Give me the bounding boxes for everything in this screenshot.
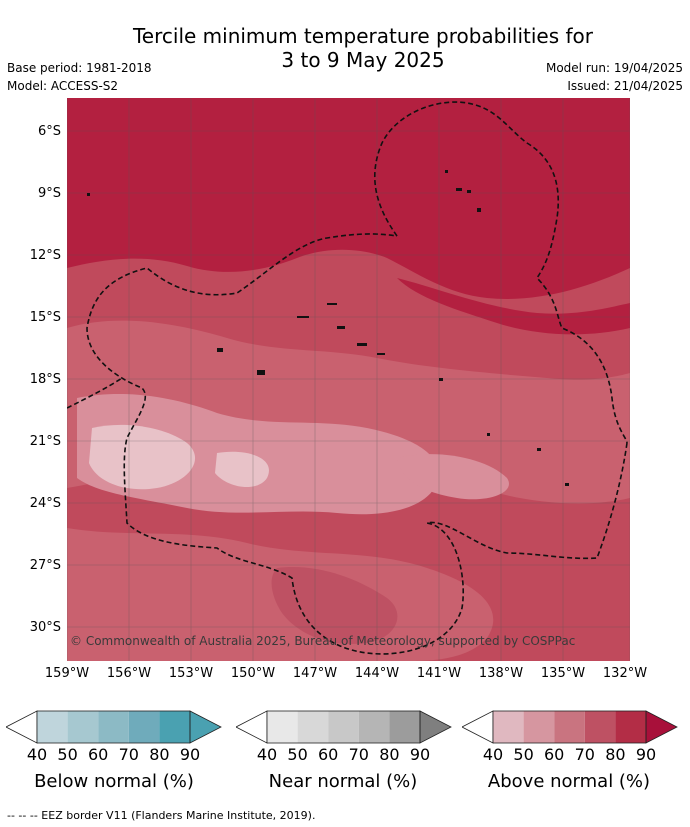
map-title: Tercile minimum temperature probabilitie… (0, 24, 690, 72)
probability-map (67, 98, 630, 661)
copyright-notice: © Commonwealth of Australia 2025, Bureau… (70, 634, 576, 648)
tick: 40 (482, 745, 504, 764)
lon-label: 150°W (230, 666, 276, 681)
eez-marquesas (374, 101, 628, 444)
base-period: Base period: 1981-2018 (7, 61, 152, 75)
tick: 80 (605, 745, 626, 764)
eez-west (67, 377, 123, 409)
lon-label: 159°W (44, 666, 90, 681)
tick: 40 (256, 745, 278, 764)
colorbar-above-label: Above normal (%) (487, 771, 651, 792)
colorbar-near (236, 710, 452, 744)
eez-french-polynesia (86, 233, 628, 655)
title-line-2: 3 to 9 May 2025 (281, 48, 445, 72)
meta-left: Base period: 1981-2018 Model: ACCESS-S2 (7, 59, 152, 95)
zone-very-high-2 (397, 278, 630, 335)
tick: 70 (118, 745, 139, 764)
eez-borders (67, 101, 628, 655)
meta-right: Model run: 19/04/2025 Issued: 21/04/2025 (546, 59, 683, 95)
lat-label: 12°S (29, 248, 61, 263)
tick: 80 (379, 745, 400, 764)
tick: 60 (88, 745, 109, 764)
zone-low-2 (215, 451, 269, 488)
colorbar-below-graphic (6, 710, 222, 744)
lat-label: 21°S (29, 434, 61, 449)
tick: 90 (179, 745, 201, 764)
lon-label: 135°W (540, 666, 586, 681)
tick: 70 (348, 745, 369, 764)
lat-label: 18°S (29, 372, 61, 387)
tick: 60 (544, 745, 565, 764)
lon-label: 156°W (106, 666, 152, 681)
lat-label: 6°S (37, 124, 61, 139)
lat-label: 9°S (37, 186, 61, 201)
tick: 90 (409, 745, 431, 764)
lon-label: 141°W (416, 666, 462, 681)
colorbar-above-graphic (462, 710, 678, 744)
lon-label: 147°W (292, 666, 338, 681)
tick: 90 (635, 745, 657, 764)
tick: 50 (513, 745, 534, 764)
lat-label: 30°S (29, 620, 61, 635)
islands (87, 170, 569, 486)
tick: 60 (318, 745, 339, 764)
tick: 80 (149, 745, 170, 764)
model-name: Model: ACCESS-S2 (7, 79, 119, 93)
tick: 50 (287, 745, 308, 764)
gridlines (67, 98, 630, 661)
colorbar-above (462, 710, 678, 744)
tick: 70 (574, 745, 595, 764)
lat-label: 27°S (29, 558, 61, 573)
zone-very-high (67, 98, 630, 299)
colorbar-below-label: Below normal (%) (34, 771, 194, 792)
model-run: Model run: 19/04/2025 (545, 61, 683, 75)
colorbar-near-graphic (236, 710, 452, 744)
zone-medium-2 (397, 454, 509, 500)
lat-label: 15°S (29, 310, 61, 325)
colorbar-near-label: Near normal (%) (268, 771, 418, 792)
lon-label: 132°W (602, 666, 648, 681)
title-line-1: Tercile minimum temperature probabilitie… (132, 24, 594, 48)
tick: 50 (57, 745, 78, 764)
lon-label: 153°W (168, 666, 214, 681)
colorbar-below (6, 710, 222, 744)
lon-label: 144°W (354, 666, 400, 681)
eez-legend-footer: -- -- -- EEZ border V11 (Flanders Marine… (7, 809, 316, 822)
issued-date: Issued: 21/04/2025 (567, 79, 683, 93)
zone-dark-south (271, 567, 398, 644)
lat-label: 24°S (29, 496, 61, 511)
tick: 40 (26, 745, 48, 764)
lon-label: 138°W (478, 666, 524, 681)
